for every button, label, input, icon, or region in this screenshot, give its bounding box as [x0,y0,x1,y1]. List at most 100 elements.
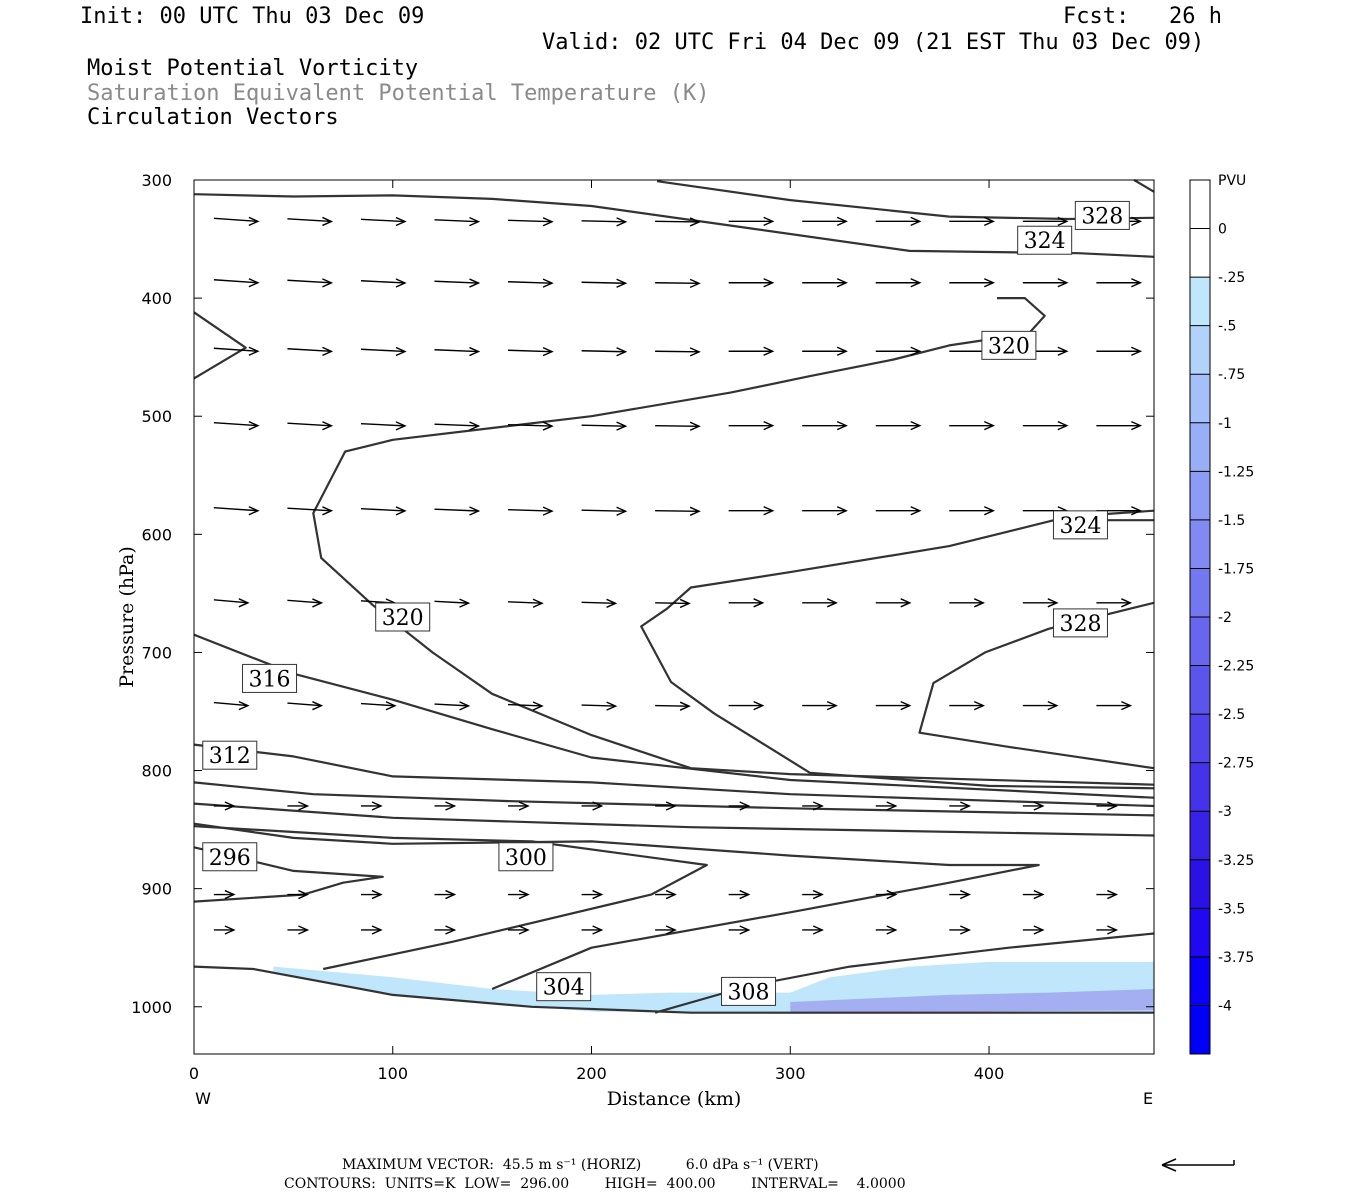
vector-head [469,216,481,227]
circulation-vector [434,600,469,604]
circulation-vector [434,219,479,223]
colorbar-level: -1 [1218,416,1232,432]
west-label: W [195,1089,211,1108]
circulation-vector [213,217,258,223]
circulation-vector [287,218,332,223]
vector-head [1131,421,1143,431]
vector-head [1131,506,1143,516]
colorbar-level: -2.25 [1218,659,1254,675]
vector-head [385,701,397,711]
plot-frame [193,179,1155,1055]
vector-head [689,347,701,357]
colorbar-level: -4 [1218,998,1232,1014]
contour-label-box [202,740,258,770]
contour-line [193,965,1154,1014]
colorbar-segment [1190,762,1210,812]
contour-labels: 328 324 320 324 328 320 316 312 296 300 304 308 [202,200,1130,1006]
theta-es-contours [193,179,1155,1014]
x-tick-label: 400 [974,1064,1005,1083]
y-tick-label: 400 [141,289,172,308]
circulation-vector [434,703,469,707]
colorbar-segment [1190,374,1210,424]
circulation-vector [287,507,332,512]
vector-head [983,421,996,431]
forecast-hour: Fcst: 26 h [1063,4,1222,29]
circulation-vector [287,702,322,707]
vector-head [753,700,765,711]
y-tick-label: 600 [141,525,172,544]
contour-line [193,825,708,971]
vector-head [1033,801,1045,811]
vector-head [1057,278,1069,288]
colorbar-level: -.5 [1218,319,1236,335]
circulation-vector [434,508,479,512]
circulation-vector [655,282,700,285]
vector-head [836,421,848,431]
vector-head [836,346,848,356]
contour-label: 304 [543,976,585,1001]
vector-head [298,801,310,811]
vector-head [248,421,260,431]
colorbar-level: 0 [1218,222,1227,238]
colorbar-segment [1190,811,1210,861]
contour-line [654,932,1155,1014]
circulation-vector [434,280,479,284]
contour-line [193,802,1155,837]
circulation-vector [655,704,690,707]
colorbar-level: -.75 [1218,367,1245,383]
colorbar-segment [1190,665,1210,715]
vector-head [1107,925,1119,935]
y-tick-label: 1000 [131,998,172,1017]
vector-head [959,889,972,900]
vector-head [248,346,260,356]
contour-label: 328 [1059,612,1101,637]
colorbar-segment [1190,277,1210,327]
vector-head [1057,216,1069,226]
vector-head [1047,700,1059,711]
contour-line [193,743,1155,808]
colorbar-level: -.25 [1218,270,1245,286]
vector-head [910,278,922,288]
vector-head [1107,801,1119,811]
circulation-vector [581,350,626,353]
vector-head [886,889,898,900]
field-title-mpv: Moist Potential Vorticity [87,56,419,81]
vector-head [826,700,838,711]
vector-head [395,346,407,357]
colorbar-segment [1190,228,1210,278]
circulation-vector [581,424,626,427]
vector-head [812,889,824,900]
colorbar-level: -2.75 [1218,756,1254,772]
x-tick-label: 100 [377,1064,408,1083]
vector-head [322,421,334,431]
colorbar-level: -2.5 [1218,707,1245,723]
vector-head [679,701,691,711]
field-title-vectors: Circulation Vectors [87,105,339,130]
vector-head [739,889,751,900]
circulation-vector [360,422,405,427]
contour-label: 296 [209,846,251,871]
contour-label-box [1052,608,1108,638]
circulation-vector [213,347,258,352]
vector-head [886,801,898,811]
contour-line [193,846,384,903]
colorbar-unit: PVU [1218,173,1246,189]
contour-label-box [1074,200,1130,230]
vector-head [763,216,775,226]
vector-head [836,216,848,226]
contour-line [193,193,1155,258]
vector-head [518,801,530,811]
mpv-shading [273,961,1154,1014]
circulation-vector [287,599,322,604]
vector-head [836,506,848,516]
vector-head [1033,889,1045,900]
contour-label-box [981,330,1037,360]
colorbar-segment [1190,1005,1210,1055]
vector-head [322,216,334,227]
vector-head [518,889,530,900]
vector-head [322,346,334,356]
vector-head [469,278,481,288]
circulation-vector [508,219,553,223]
circulation-vector [287,279,332,284]
